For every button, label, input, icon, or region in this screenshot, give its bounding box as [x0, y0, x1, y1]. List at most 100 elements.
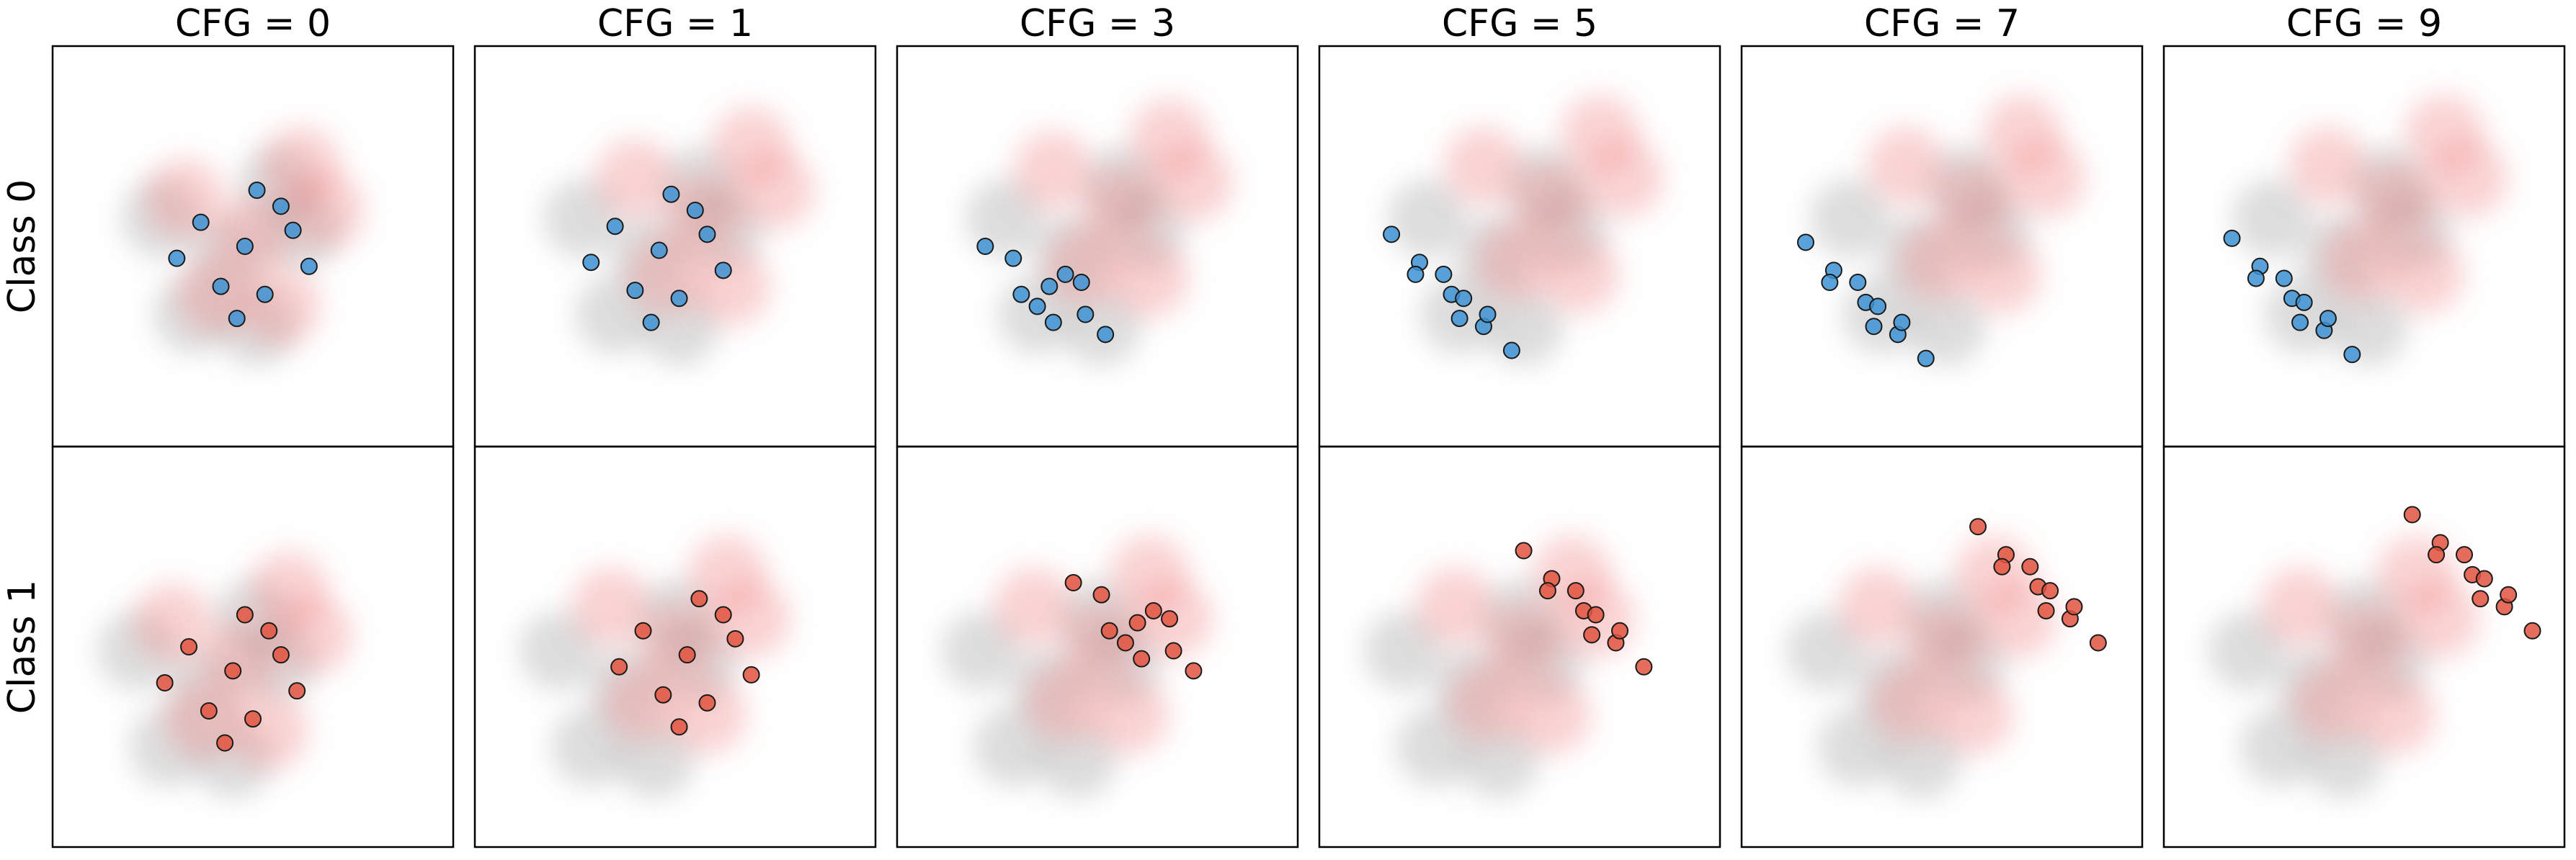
background-point [1954, 534, 2034, 614]
point [1502, 341, 1520, 359]
point [1893, 313, 1911, 331]
point [1821, 274, 1839, 292]
row-label: Class 1 [1, 580, 44, 714]
background-point [145, 158, 225, 238]
point [216, 734, 234, 752]
point [1611, 622, 1628, 640]
panel-frame [1318, 445, 1721, 848]
point [2089, 634, 2107, 652]
background-point [1560, 94, 1640, 174]
background-point [519, 611, 599, 691]
background-point [1838, 567, 1918, 647]
background-point [941, 611, 1021, 691]
point [1064, 574, 1082, 592]
point [714, 606, 732, 624]
background-point [241, 266, 321, 346]
panel [1786, 518, 2107, 799]
background-point [994, 567, 1074, 647]
panel [2223, 94, 2508, 367]
point [1849, 274, 1867, 292]
panel [1363, 534, 1653, 799]
background-point [1396, 707, 1476, 787]
point [224, 662, 242, 680]
point [1012, 285, 1030, 303]
point [626, 282, 644, 300]
point [1993, 557, 2011, 575]
background-point [1484, 287, 1564, 367]
panel [543, 107, 815, 367]
point [1077, 305, 1095, 323]
panel [1383, 94, 1664, 367]
point [1566, 582, 1585, 600]
point [2500, 586, 2518, 604]
point [256, 285, 274, 303]
panel-frame [2162, 445, 2566, 848]
background-point [1082, 166, 1162, 246]
point [1128, 614, 1146, 632]
background-point [201, 619, 281, 699]
point [1116, 634, 1134, 652]
point [1455, 290, 1473, 308]
point [642, 313, 660, 331]
background-point [1089, 675, 1169, 755]
point [236, 238, 254, 255]
background-point [1388, 179, 1468, 259]
background-point [687, 534, 767, 614]
panel [97, 551, 353, 799]
point [272, 646, 290, 664]
point [228, 310, 246, 328]
point [2475, 570, 2493, 588]
column-title: CFG = 9 [2286, 2, 2442, 45]
point [180, 638, 198, 655]
background-point [261, 126, 341, 206]
point [2223, 229, 2241, 247]
column-title: CFG = 1 [597, 2, 753, 45]
background-point [2260, 567, 2340, 647]
background-point [213, 194, 293, 274]
background-point [133, 583, 213, 663]
background-point [2356, 675, 2436, 755]
point [1479, 305, 1497, 323]
point [1383, 225, 1401, 243]
point [1865, 318, 1883, 336]
background-point [711, 107, 791, 186]
point [634, 622, 652, 640]
point [1185, 662, 1203, 680]
point [976, 238, 994, 255]
point [192, 213, 210, 231]
column-title: CFG = 5 [1442, 2, 1597, 45]
background-point [2288, 126, 2368, 206]
point [1092, 586, 1110, 604]
point [2247, 269, 2265, 287]
point [1538, 582, 1556, 600]
point [284, 221, 302, 239]
point [2472, 590, 2490, 608]
background-point [1540, 234, 1620, 314]
panel [2208, 506, 2541, 799]
point [1917, 349, 1935, 367]
point [288, 682, 306, 700]
panel-frame [896, 445, 1299, 848]
point [698, 225, 716, 243]
point [2037, 601, 2055, 619]
background-point [1982, 94, 2062, 174]
point [300, 257, 318, 275]
point [1515, 542, 1533, 560]
point [1004, 249, 1022, 267]
background-point [1810, 179, 1890, 259]
background-point [1061, 287, 1141, 367]
background-point [2384, 234, 2464, 314]
background-point [571, 567, 651, 647]
point [2065, 598, 2083, 616]
background-point [1906, 603, 1986, 683]
point [1635, 658, 1653, 676]
panel [941, 534, 1213, 799]
point [1040, 277, 1059, 295]
background-point [1013, 130, 1093, 210]
point [1450, 310, 1469, 328]
background-point [1110, 238, 1190, 318]
point [1097, 326, 1115, 344]
point [610, 658, 628, 676]
point [2291, 313, 2309, 331]
background-point [1363, 611, 1443, 691]
